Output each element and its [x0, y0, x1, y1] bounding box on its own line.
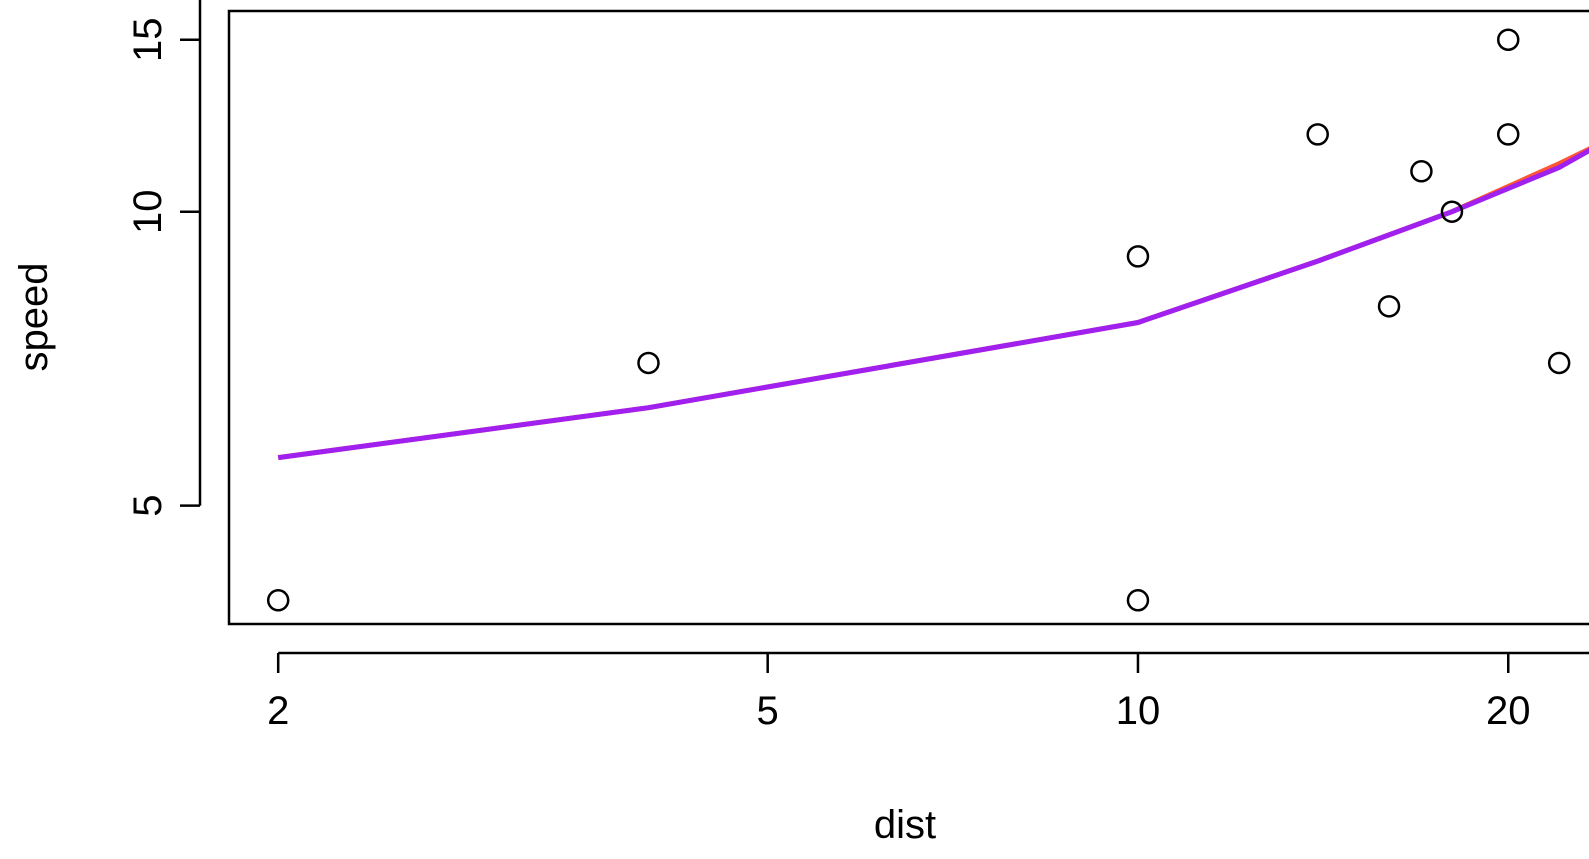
x-tick-label: 2	[267, 689, 289, 733]
series-line	[277, 146, 1589, 461]
data-point	[1306, 123, 1329, 146]
series-line	[277, 147, 1589, 461]
data-points	[266, 28, 1571, 612]
data-point	[266, 589, 290, 612]
data-point	[1410, 160, 1433, 183]
data-point	[1126, 589, 1150, 612]
x-tick-label: 5	[757, 689, 779, 733]
data-point	[1496, 28, 1520, 51]
data-point	[1547, 351, 1571, 375]
x-tick-label: 20	[1486, 689, 1531, 733]
y-tick-label: 10	[126, 189, 170, 234]
x-axis: 25102050100	[267, 651, 1589, 733]
data-point	[1377, 295, 1401, 318]
y-axis-label: speed	[12, 263, 56, 372]
data-point	[1440, 200, 1464, 223]
y-tick-label: 15	[126, 17, 170, 62]
x-axis-label: dist	[874, 803, 936, 847]
plot-frame	[227, 9, 1589, 626]
data-point	[1496, 123, 1520, 146]
y-tick-label: 5	[126, 495, 170, 517]
x-tick-label: 10	[1116, 689, 1161, 733]
data-point	[1126, 245, 1150, 268]
fitted-lines	[277, 146, 1589, 461]
data-point	[637, 351, 660, 375]
